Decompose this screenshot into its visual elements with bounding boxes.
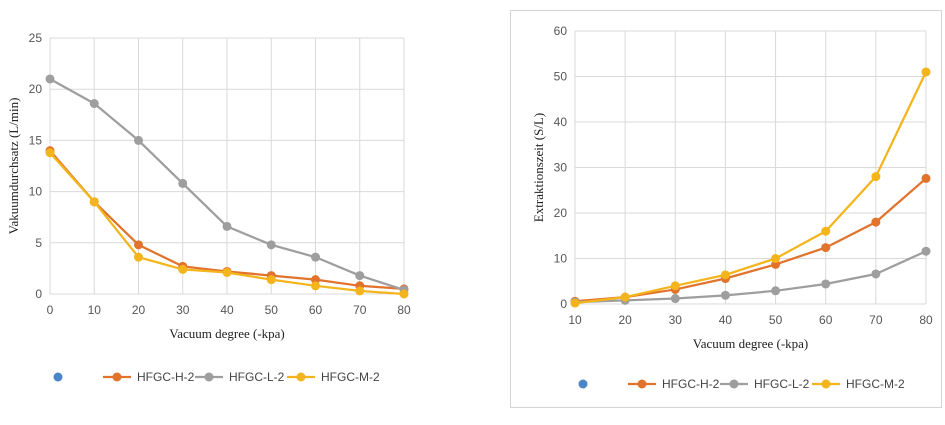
- data-point-hfgc-m-2: [45, 148, 55, 158]
- legend-marker-hfgc-h-2: [112, 372, 122, 382]
- data-point-hfgc-h-2: [871, 217, 881, 227]
- data-point-hfgc-m-2: [134, 252, 143, 262]
- data-point-hfgc-l-2: [89, 99, 99, 109]
- legend-label-hfgc-m-2: HFGC-M-2: [846, 377, 905, 391]
- data-point-hfgc-m-2: [871, 172, 881, 182]
- data-point-hfgc-m-2: [921, 67, 931, 77]
- y-tick-label: 10: [29, 185, 43, 199]
- data-point-hfgc-l-2: [178, 178, 188, 188]
- y-tick-label: 0: [560, 297, 567, 311]
- data-point-hfgc-m-2: [570, 298, 580, 308]
- x-axis-title: Vacuum degree (-kpa): [169, 326, 285, 341]
- legend-blue-marker: [578, 379, 588, 389]
- series-line-hfgc-m-2: [574, 71, 928, 305]
- x-tick-label: 70: [869, 313, 883, 327]
- data-point-hfgc-m-2: [821, 226, 831, 236]
- data-point-hfgc-m-2: [222, 267, 232, 277]
- y-tick-label: 20: [29, 82, 43, 96]
- data-point-hfgc-l-2: [871, 269, 881, 279]
- x-tick-label: 50: [769, 313, 783, 327]
- legend-label-hfgc-h-2: HFGC-H-2: [662, 377, 720, 391]
- x-tick-label: 30: [176, 303, 190, 317]
- legend-label-hfgc-l-2: HFGC-L-2: [229, 370, 285, 384]
- legend-marker-hfgc-l-2: [729, 379, 739, 389]
- data-point-hfgc-l-2: [355, 271, 365, 281]
- data-point-hfgc-m-2: [178, 264, 188, 274]
- data-point-hfgc-l-2: [222, 221, 232, 231]
- x-tick-label: 20: [132, 303, 146, 317]
- y-axis-title: Extraktionszeit (S/L): [531, 113, 546, 222]
- y-tick-label: 25: [29, 31, 43, 45]
- data-point-hfgc-l-2: [134, 135, 143, 145]
- data-point-hfgc-l-2: [266, 240, 276, 250]
- legend-marker-hfgc-h-2: [637, 379, 647, 389]
- data-point-hfgc-l-2: [45, 74, 55, 84]
- x-axis-title: Vacuum degree (-kpa): [693, 336, 809, 351]
- x-tick-label: 80: [919, 313, 933, 327]
- x-tick-label: 50: [265, 303, 279, 317]
- data-point-hfgc-l-2: [771, 286, 781, 296]
- data-point-hfgc-m-2: [771, 254, 781, 263]
- x-tick-label: 70: [353, 303, 367, 317]
- legend-label-hfgc-m-2: HFGC-M-2: [321, 370, 380, 384]
- data-point-hfgc-m-2: [620, 292, 630, 302]
- series-line-hfgc-h-2: [574, 177, 927, 303]
- y-tick-label: 10: [554, 252, 568, 266]
- vakuumdurchsatz-chart: 0 5 10 15 20 25 0 10 20 30 40 50 60 70 80 Vacuum degree…: [6, 31, 411, 384]
- data-point-hfgc-l-2: [311, 252, 320, 262]
- data-point-hfgc-m-2: [720, 270, 730, 280]
- legend-blue-marker: [53, 372, 63, 382]
- data-point-hfgc-l-2: [720, 290, 730, 300]
- legend-label-hfgc-l-2: HFGC-L-2: [754, 377, 810, 391]
- y-tick-label: 20: [554, 206, 568, 220]
- y-axis-title: Vakuumdurchsatz (L/min): [6, 98, 21, 235]
- data-point-hfgc-l-2: [921, 246, 931, 256]
- data-point-hfgc-m-2: [311, 281, 320, 291]
- data-point-hfgc-m-2: [399, 289, 409, 299]
- data-point-hfgc-h-2: [921, 173, 931, 183]
- data-point-hfgc-m-2: [266, 275, 276, 285]
- y-tick-label: 30: [554, 161, 568, 175]
- x-tick-label: 80: [397, 303, 411, 317]
- y-tick-label: 50: [554, 70, 568, 84]
- left-chart-panel: 0 5 10 15 20 25 0 10 20 30 40 50 60 70 80 Vacuum degree…: [0, 0, 470, 420]
- x-tick-label: 40: [719, 313, 733, 327]
- data-point-hfgc-l-2: [670, 294, 680, 304]
- legend-label-hfgc-h-2: HFGC-H-2: [137, 370, 195, 384]
- x-tick-label: 20: [618, 313, 632, 327]
- legend-marker-hfgc-m-2: [296, 372, 306, 382]
- data-point-hfgc-m-2: [355, 286, 365, 296]
- x-tick-label: 10: [568, 313, 582, 327]
- data-point-hfgc-m-2: [89, 197, 99, 207]
- legend-marker-hfgc-m-2: [821, 379, 831, 389]
- x-tick-label: 40: [220, 303, 234, 317]
- data-point-hfgc-h-2: [134, 240, 143, 250]
- y-tick-label: 60: [554, 24, 568, 38]
- series-line-hfgc-l-2: [574, 250, 927, 304]
- y-tick-label: 15: [29, 133, 43, 147]
- x-tick-label: 0: [47, 303, 54, 317]
- x-tick-label: 10: [88, 303, 102, 317]
- x-tick-label: 30: [669, 313, 683, 327]
- y-tick-label: 40: [554, 115, 568, 129]
- y-tick-label: 5: [35, 236, 42, 250]
- right-chart-panel: 0 10 20 30 40 50 60 10 20 30 40 50 60 70 80 Vacuum degr…: [510, 10, 942, 408]
- data-point-hfgc-h-2: [821, 243, 831, 253]
- legend-marker-hfgc-l-2: [204, 372, 214, 382]
- y-tick-label: 0: [35, 287, 42, 301]
- data-point-hfgc-m-2: [670, 281, 680, 291]
- x-tick-label: 60: [819, 313, 833, 327]
- x-tick-label: 60: [309, 303, 323, 317]
- data-point-hfgc-l-2: [821, 279, 831, 289]
